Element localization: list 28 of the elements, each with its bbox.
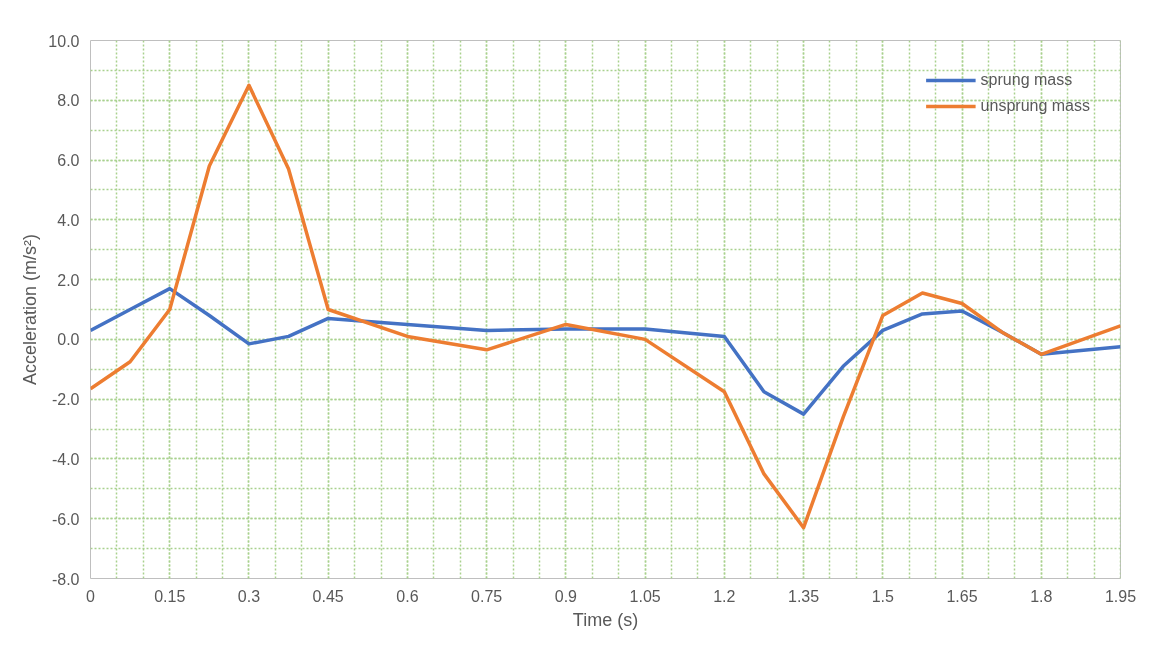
x-tick-label: 0.3 (237, 587, 261, 605)
y-tick-label: -4.0 (51, 450, 80, 468)
legend-label: sprung mass (980, 71, 1073, 89)
y-axis-title: Acceleration (m/s²) (20, 233, 41, 386)
x-tick-label: 0.6 (396, 587, 419, 605)
y-tick-label: -2.0 (51, 391, 80, 409)
x-axis-title: Time (s) (572, 609, 639, 630)
x-tick-label: 1.8 (1030, 587, 1053, 605)
x-tick-label: 0 (86, 587, 96, 605)
x-tick-label: 0.9 (554, 587, 578, 605)
y-tick-label: 10.0 (48, 32, 80, 50)
y-tick-label: 2.0 (57, 271, 80, 289)
x-tick-label: 1.05 (629, 587, 661, 605)
x-tick-label: 1.95 (1104, 587, 1137, 605)
x-tick-label: 1.2 (713, 587, 736, 605)
x-tick-label: 1.65 (946, 587, 978, 605)
x-tick-label: 1.5 (871, 587, 895, 605)
legend-label: unsprung mass (980, 97, 1090, 115)
x-tick-label: 0.15 (154, 587, 186, 605)
y-tick-label: 6.0 (57, 152, 80, 170)
y-tick-label: -8.0 (51, 570, 80, 588)
x-tick-label: 0.75 (471, 587, 503, 605)
x-tick-label: 0.45 (312, 587, 344, 605)
x-tick-label: 1.35 (788, 587, 820, 605)
y-tick-label: 8.0 (57, 92, 80, 110)
y-tick-label: 0.0 (57, 331, 80, 349)
y-tick-label: -6.0 (51, 510, 80, 528)
y-tick-label: 4.0 (57, 211, 80, 229)
